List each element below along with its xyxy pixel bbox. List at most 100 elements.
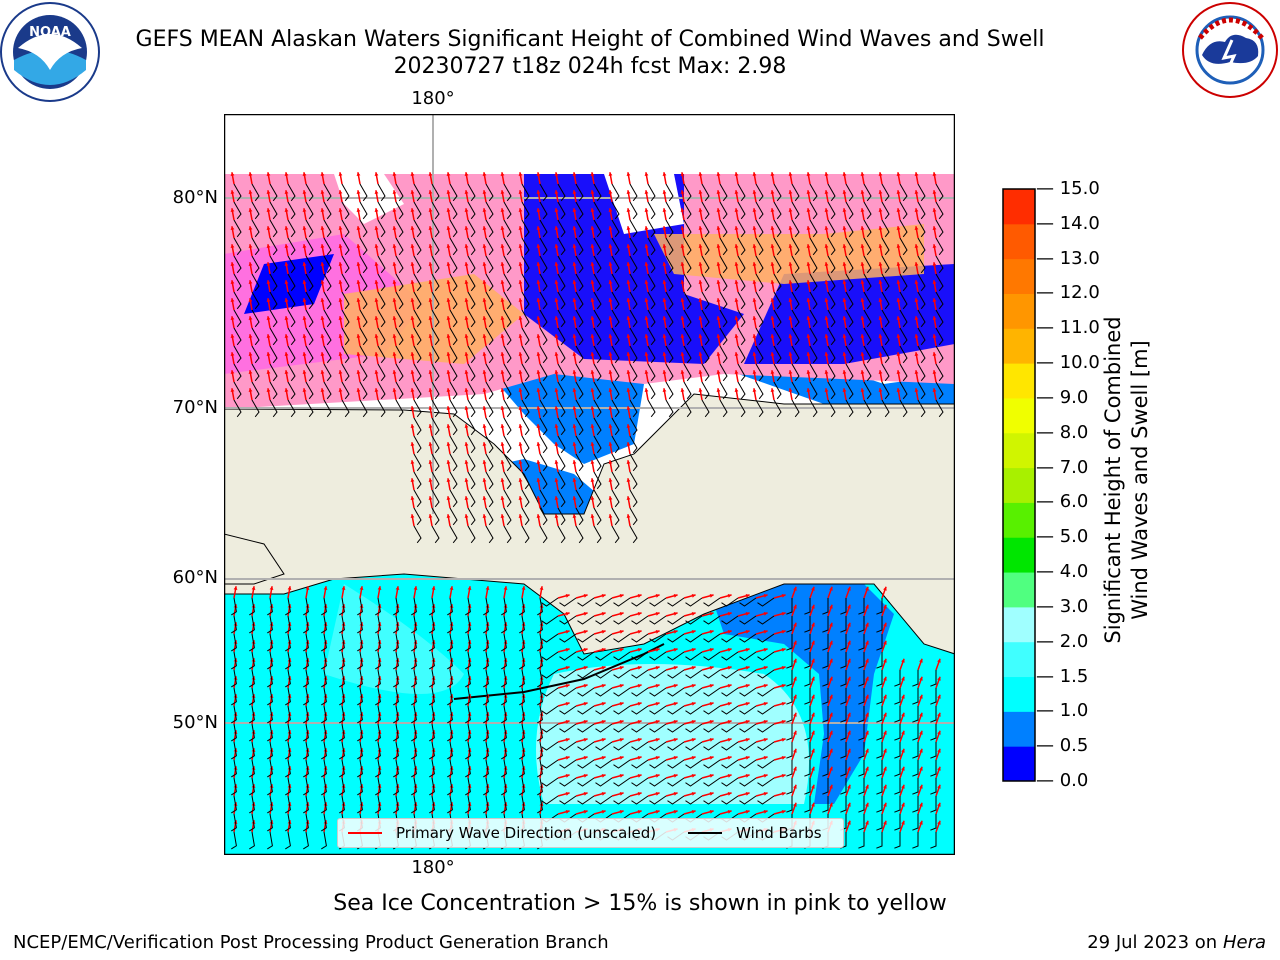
wave-arrow-head (829, 712, 833, 717)
wave-arrow-head (248, 316, 253, 320)
wind-barb (395, 237, 404, 256)
wave-arrow-head (770, 208, 775, 212)
wind-barb (840, 598, 847, 615)
wave-arrow-head (392, 172, 397, 176)
wave-arrow-head (284, 334, 289, 338)
wave-arrow-head (842, 262, 847, 266)
colorbar (1002, 188, 1036, 782)
wind-barb (757, 741, 775, 751)
wind-barb (899, 237, 908, 256)
wave-arrow-head (500, 208, 505, 212)
wave-arrow-head (824, 262, 829, 266)
wave-arrow-head (374, 370, 379, 374)
wind-barb (251, 201, 260, 220)
wind-barb (611, 201, 620, 220)
wind-barb (411, 723, 417, 742)
wind-barb (822, 616, 829, 633)
wind-barb (429, 669, 435, 688)
wind-barb (557, 183, 566, 202)
wind-barb (575, 255, 584, 274)
wind-barb (503, 237, 512, 256)
wave-arrow-head (937, 658, 941, 663)
wave-arrow-head (691, 594, 696, 598)
wave-arrow-head (608, 298, 613, 302)
wind-barb (465, 615, 471, 634)
wave-arrow-head (914, 244, 919, 248)
wave-arrow-head (266, 280, 271, 284)
wind-barb (231, 597, 237, 616)
wave-arrow-head (883, 640, 887, 645)
wind-barb (773, 309, 782, 328)
wave-arrow-head (883, 604, 887, 609)
wind-barb (917, 327, 926, 346)
wind-barb (701, 291, 710, 310)
wind-barb (935, 255, 944, 274)
wave-arrow-head (842, 244, 847, 248)
wave-arrow-head (608, 280, 613, 284)
wave-arrow-head (937, 694, 941, 699)
wave-arrow-head (601, 774, 606, 778)
wave-arrow-head (770, 316, 775, 320)
wave-arrow-head (323, 586, 328, 590)
map-panel (224, 114, 955, 855)
wind-barb (559, 669, 577, 679)
wave-arrow-head (374, 172, 379, 176)
wave-arrow-head (806, 352, 811, 356)
wave-arrow-head (914, 334, 919, 338)
wind-barb (377, 363, 386, 382)
wind-barb (647, 399, 656, 418)
wave-arrow-head (521, 586, 526, 590)
wind-barb (251, 399, 260, 418)
colorbar-segment (1003, 397, 1035, 434)
wave-arrow-head (698, 226, 703, 230)
wave-arrow-head (482, 496, 487, 500)
wave-arrow-head (811, 766, 815, 771)
wind-barb (804, 796, 811, 813)
wind-barb (845, 201, 854, 220)
wave-arrow-head (883, 694, 887, 699)
wind-barb (737, 219, 746, 238)
wind-barb (231, 723, 237, 742)
wave-arrow-head (626, 262, 631, 266)
wind-barb (557, 309, 566, 328)
wind-barb (858, 670, 865, 687)
wave-arrow-head (781, 738, 786, 742)
wave-arrow-head (932, 298, 937, 302)
wind-barb (899, 255, 908, 274)
wind-barb (629, 489, 638, 508)
wave-arrow-head (608, 370, 613, 374)
wave-arrow-head (842, 370, 847, 374)
wind-barb (501, 723, 507, 742)
wave-arrow-head (374, 244, 379, 248)
wave-arrow-head (608, 334, 613, 338)
wind-barb (321, 651, 327, 670)
wave-arrow-head (829, 694, 833, 699)
wind-barb (791, 309, 800, 328)
wave-arrow-head (608, 244, 613, 248)
wave-arrow-head (752, 262, 757, 266)
wave-arrow-head (847, 820, 851, 825)
wind-barb (541, 651, 559, 661)
wave-arrow-head (698, 334, 703, 338)
wind-barb (539, 201, 548, 220)
wind-barb (721, 795, 739, 805)
wave-arrow-head (932, 172, 937, 176)
wind-barb (269, 381, 278, 400)
wave-arrow-head (338, 262, 343, 266)
footer-machine: Hera (1222, 932, 1266, 953)
legend-barb-label: Wind Barbs (736, 824, 822, 842)
wind-barb (323, 291, 332, 310)
wave-arrow-head (230, 190, 235, 194)
wave-arrow-head (709, 594, 714, 598)
wind-barb (287, 309, 296, 328)
wave-arrow-head (763, 648, 768, 652)
wave-arrow-head (914, 226, 919, 230)
wave-arrow-head (914, 298, 919, 302)
wind-barb (413, 291, 422, 310)
wind-barb (876, 706, 883, 723)
wind-barb (593, 273, 602, 292)
wave-arrow-head (860, 334, 865, 338)
wind-barb (822, 706, 829, 723)
wind-barb (822, 688, 829, 705)
wind-barb (809, 291, 818, 310)
